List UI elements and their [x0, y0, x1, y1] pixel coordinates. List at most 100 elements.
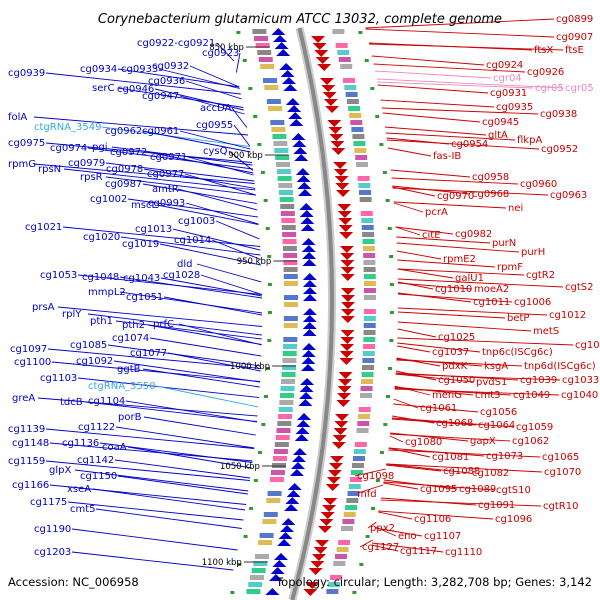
orf-marker	[261, 423, 266, 426]
forward-label-connector	[185, 80, 242, 100]
gene-label-forward: cg1136	[62, 438, 99, 449]
gene-feature-box	[279, 190, 294, 195]
reverse-label-connector	[397, 342, 481, 353]
forward-gene-arrow	[300, 364, 315, 371]
gene-feature-box	[276, 169, 291, 174]
forward-label-connector	[142, 130, 251, 153]
reverse-gene-arrow	[335, 414, 350, 421]
gene-label-forward: pth1	[90, 316, 113, 327]
forward-gene-arrow	[276, 49, 291, 56]
reverse-gene-arrow	[327, 470, 342, 477]
forward-gene-arrow	[302, 252, 317, 259]
forward-gene-arrow	[301, 350, 316, 357]
forward-gene-arrow	[278, 532, 293, 539]
gene-feature-box	[363, 288, 376, 293]
gene-feature-box	[359, 197, 372, 202]
gene-label-reverse: cg0945	[482, 117, 519, 128]
gene-label-forward: rpmG	[8, 159, 36, 170]
orf-marker	[383, 423, 388, 426]
gene-feature-box	[328, 582, 341, 587]
gene-label-reverse: cg0963	[550, 190, 587, 201]
gene-label-reverse: cg0935	[496, 102, 533, 113]
gene-feature-box	[360, 204, 373, 209]
gene-label-forward: cg0979	[68, 158, 105, 169]
forward-label-connector	[156, 204, 259, 225]
reverse-gene-arrow	[319, 78, 334, 85]
gene-label-forward: cg1028	[163, 270, 200, 281]
gene-feature-box	[360, 211, 373, 216]
gene-feature-box	[361, 225, 374, 230]
gene-label-reverse: cg1039	[520, 375, 557, 386]
forward-label-connector	[37, 397, 258, 417]
forward-gene-arrow	[285, 98, 300, 105]
gene-label-reverse: purN	[492, 238, 516, 249]
gene-feature-box	[363, 309, 376, 314]
gene-label-reverse: cg1061	[420, 403, 457, 414]
gene-feature-box	[263, 512, 278, 517]
gene-label-reverse: cg1064	[478, 420, 515, 431]
gene-label-reverse: ftsE	[565, 45, 584, 56]
gene-label-forward: cg0974	[50, 143, 87, 154]
gene-label-reverse: cg1025	[438, 332, 475, 343]
gene-label-forward: cg0955	[196, 120, 233, 131]
gene-label-forward: cg1003	[178, 216, 215, 227]
gene-label-reverse: purH	[521, 247, 545, 258]
orf-marker	[379, 143, 384, 146]
gene-feature-box	[280, 386, 295, 391]
reverse-gene-arrow	[326, 477, 341, 484]
reverse-gene-arrow	[334, 176, 349, 183]
gene-feature-box	[362, 358, 375, 363]
gene-feature-box	[256, 547, 271, 552]
gene-feature-box	[356, 169, 369, 174]
gene-feature-box	[273, 141, 288, 146]
gene-feature-box	[348, 484, 361, 489]
gene-label-forward: prfC	[153, 319, 174, 330]
forward-gene-arrow	[296, 420, 311, 427]
reverse-label-connector	[397, 278, 564, 288]
orf-marker	[364, 59, 369, 62]
forward-label-connector	[200, 274, 262, 295]
orf-marker	[237, 563, 242, 566]
reverse-gene-arrow	[322, 92, 337, 99]
forward-label-connector	[142, 183, 257, 204]
gene-feature-box	[283, 323, 298, 328]
gene-feature-box	[353, 141, 366, 146]
gene-label-forward: cg0936	[148, 76, 185, 87]
gene-label-forward: serC	[92, 83, 114, 94]
gene-label-forward: cg1019	[122, 239, 159, 250]
forward-label-connector	[179, 130, 251, 150]
gene-label-reverse: cg1088	[443, 466, 480, 477]
gene-label-forward: cg0993	[148, 198, 185, 209]
forward-gene-arrow	[280, 70, 295, 77]
gene-feature-box	[268, 106, 283, 111]
forward-label-connector	[77, 377, 260, 398]
gene-label-forward: ggtB	[117, 364, 141, 375]
reverse-label-connector	[365, 18, 555, 29]
gene-label-reverse: cg1106	[414, 514, 451, 525]
topology-label: Topology: circular; Length: 3,282,708 bp…	[275, 575, 592, 589]
orf-marker	[358, 31, 363, 34]
forward-gene-arrow	[281, 77, 296, 84]
gene-feature-box	[283, 295, 298, 300]
gene-label-forward: cg0947	[142, 91, 179, 102]
orf-marker	[371, 507, 376, 510]
gene-label-forward: cg0972	[110, 147, 147, 158]
gene-feature-box	[329, 575, 342, 580]
reverse-label-connector	[397, 311, 506, 319]
reverse-gene-arrow	[339, 351, 354, 358]
reverse-gene-arrow	[329, 134, 344, 141]
reverse-gene-arrow	[311, 554, 326, 561]
orf-marker	[370, 87, 375, 90]
gene-feature-box	[349, 477, 362, 482]
reverse-gene-arrow	[340, 260, 355, 267]
gene-feature-box	[358, 414, 371, 419]
reverse-gene-arrow	[339, 358, 354, 365]
reverse-label-connector	[372, 542, 444, 553]
orf-marker	[267, 339, 272, 342]
gene-label-forward: cg1148	[12, 438, 49, 449]
gene-feature-box	[342, 519, 355, 524]
gene-label-reverse: cg1033	[562, 375, 599, 386]
gene-label-forward: mscL	[131, 200, 157, 211]
reverse-label-connector	[380, 499, 542, 507]
reverse-label-connector	[388, 447, 431, 458]
